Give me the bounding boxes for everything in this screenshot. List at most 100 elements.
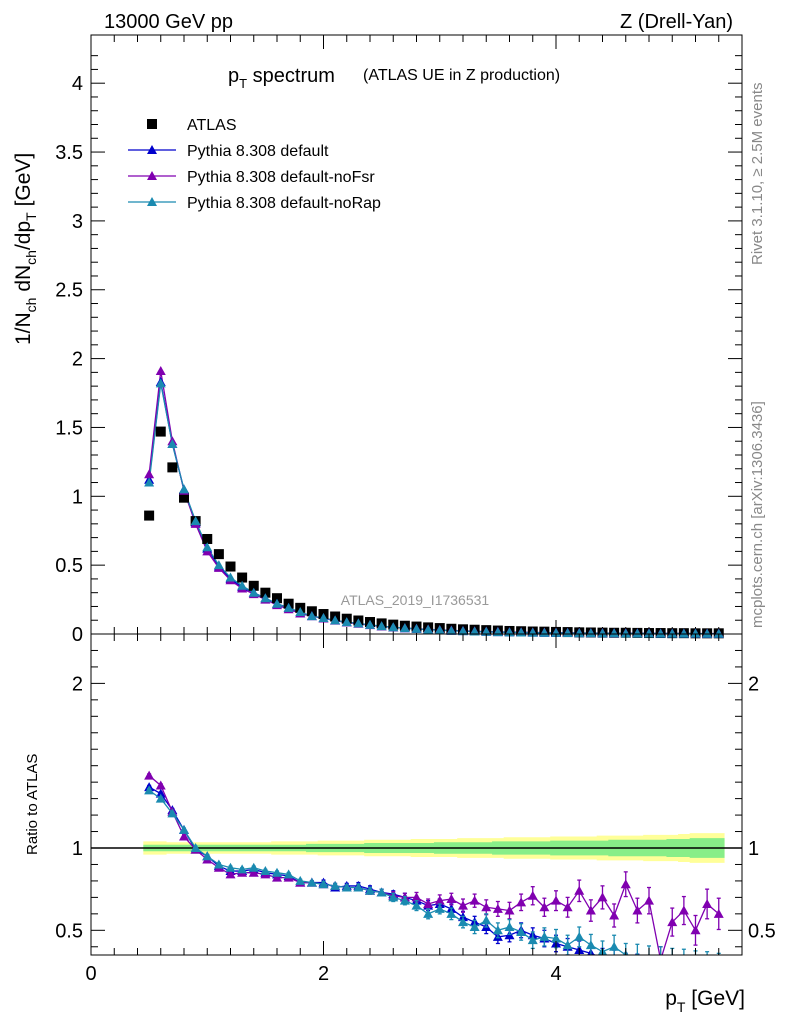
legend-entry-atlas-marker [147,119,157,129]
ratio-point-pythia-8-308-default-norap [562,940,573,950]
ratio-point-pythia-8-308-default-norap [679,958,689,967]
ratio-y-tick-label-right: 1 [748,838,759,860]
y-tick-label: 4 [72,73,83,95]
ratio-point-pythia-8-308-default [702,970,712,979]
data-point-pythia-8-308-default-norap [260,593,271,603]
data-point-atlas [225,561,236,572]
data-point-atlas [155,426,166,437]
data-point-atlas [179,492,189,503]
ratio-point-pythia-8-308-default-nofsr [585,905,596,915]
ratio-point-pythia-8-308-default-nofsr [179,831,189,841]
data-point-pythia-8-308-default-norap [155,378,166,388]
ratio-point-pythia-8-308-default-nofsr [225,869,236,879]
ratio-point-pythia-8-308-default-norap [155,793,166,803]
ratio-point-pythia-8-308-default-nofsr [713,908,724,918]
data-point-atlas [144,510,155,521]
ratio-point-pythia-8-308-default-norap [574,931,585,941]
ratio-point-pythia-8-308-default-norap [260,866,271,876]
data-point-pythia-8-308-default-norap [609,628,620,638]
ratio-point-pythia-8-308-default-nofsr [144,770,155,780]
ratio-point-pythia-8-308-default-nofsr [155,780,166,790]
ratio-point-pythia-8-308-default-norap [399,895,410,905]
ratio-point-pythia-8-308-default-nofsr [597,892,608,902]
data-point-pythia-8-308-default-norap [644,628,654,638]
ratio-point-pythia-8-308-default [679,966,689,975]
data-point-pythia-8-308-default-norap [632,628,643,638]
ratio-point-pythia-8-308-default-nofsr [702,898,713,908]
ratio-point-pythia-8-308-default-nofsr [481,902,492,912]
data-point-pythia-8-308-default-nofsr [155,365,166,375]
data-point-pythia-8-308-default-norap [330,615,341,625]
ratio-point-pythia-8-308-default-nofsr [539,902,550,912]
data-point-pythia-8-308-default-norap [585,628,596,638]
ratio-point-pythia-8-308-default-norap [167,808,178,818]
ratio-point-pythia-8-308-default-norap [179,824,189,834]
y-tick-label: 2.5 [55,280,83,302]
ratio-point-pythia-8-308-default-norap [295,875,306,885]
ratio-point-pythia-8-308-default-norap [691,960,701,969]
data-point-pythia-8-308-default-norap [458,626,468,636]
y-tick-label: 3.5 [55,142,83,164]
ratio-point-pythia-8-308-default-norap [434,903,445,913]
ratio-point-pythia-8-308-default [632,960,642,969]
data-point-pythia-8-308-default-norap [306,611,317,621]
ratio-point-pythia-8-308-default-nofsr [411,892,422,902]
ratio-point-pythia-8-308-default-nofsr [446,894,457,904]
process-label: Z (Drell-Yan) [620,11,733,33]
data-point-pythia-8-308-default-norap [213,560,224,570]
data-point-pythia-8-308-default-norap [562,628,573,638]
ratio-point-pythia-8-308-default-norap [411,900,422,910]
ratio-y-tick-label: 0.5 [55,920,83,942]
ratio-point-pythia-8-308-default-norap [667,957,677,966]
ratio-point-pythia-8-308-default-norap [585,940,596,950]
ratio-line-pythia-8-308-default [148,786,597,955]
data-point-pythia-8-308-default-norap [690,628,701,638]
y-axis-label-ratio: Ratio to ATLAS [24,754,41,855]
ratio-point-pythia-8-308-default-norap [504,922,515,932]
ratio-point-pythia-8-308-default-norap [551,933,561,943]
ratio-point-pythia-8-308-default-nofsr [504,905,515,915]
ratio-y-tick-label-right: 0.5 [748,920,776,942]
data-point-pythia-8-308-default-norap [167,438,178,448]
ratio-point-pythia-8-308-default-norap [388,892,399,902]
data-point-pythia-8-308-default-norap [237,580,248,590]
data-point-pythia-8-308-default-norap [341,617,352,627]
ratio-point-pythia-8-308-default-nofsr [516,897,527,907]
ratio-point-pythia-8-308-default-nofsr [690,925,701,935]
ratio-point-pythia-8-308-default-norap [202,851,213,861]
ratio-point-pythia-8-308-default-norap [341,882,352,892]
ratio-point-pythia-8-308-default-nofsr [609,910,620,920]
ratio-point-pythia-8-308-default-norap [492,925,503,935]
data-point-pythia-8-308-default-norap [144,477,155,487]
ratio-point-pythia-8-308-default-nofsr [660,954,661,955]
data-point-atlas [237,572,248,583]
data-point-pythia-8-308-default-norap [248,587,259,597]
plot-title-note: (ATLAS UE in Z production) [363,67,560,84]
data-point-pythia-8-308-default-norap [295,606,306,616]
data-point-pythia-8-308-default-norap [655,628,666,638]
legend: ATLAS Pythia 8.308 default Pythia 8.308 de… [128,117,381,212]
ratio-point-pythia-8-308-default-nofsr [248,867,259,877]
ratio-point-pythia-8-308-default-nofsr [667,917,678,927]
ratio-point-pythia-8-308-default-nofsr [620,879,631,889]
ratio-point-pythia-8-308-default [155,788,166,798]
data-point-atlas [202,533,213,544]
data-point-pythia-8-308-default-norap [702,628,713,638]
ratio-point-pythia-8-308-default [714,971,724,980]
ratio-point-pythia-8-308-default-norap [237,864,248,874]
ratio-point-pythia-8-308-default-norap [190,843,201,852]
ratio-point-pythia-8-308-default-norap [481,915,492,925]
plot-title: pT spectrum [228,65,335,91]
ratio-point-pythia-8-308-default-norap [248,862,259,872]
analysis-id: ATLAS_2019_I1736531 [341,592,490,608]
data-point-atlas [167,462,178,473]
ratio-y-tick-label-right: 2 [748,673,759,695]
ratio-point-pythia-8-308-default-norap [225,862,236,872]
ratio-point-pythia-8-308-default-nofsr [469,895,480,905]
data-point-pythia-8-308-default-norap [365,619,375,629]
data-point-atlas [213,549,224,560]
ratio-point-pythia-8-308-default [667,965,677,974]
data-point-pythia-8-308-default-norap [388,622,399,632]
ratio-point-pythia-8-308-default [691,968,701,977]
ratio-point-pythia-8-308-default-norap [527,935,538,945]
